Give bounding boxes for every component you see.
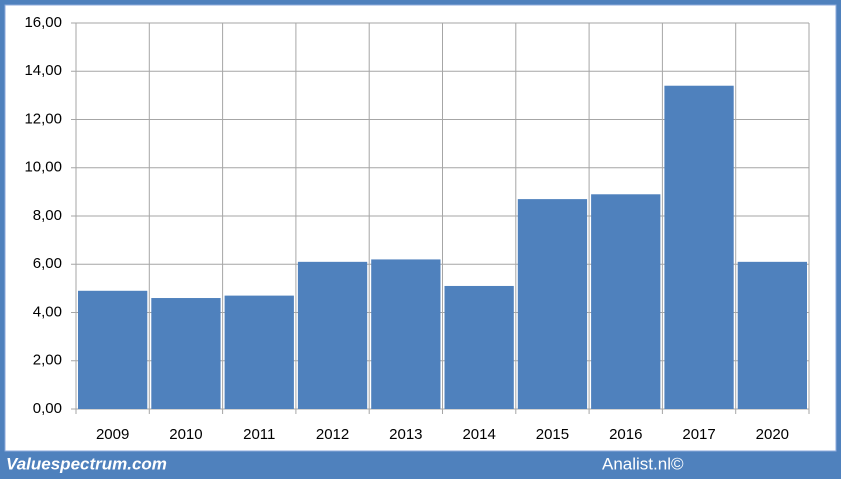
bar <box>371 259 441 409</box>
bar <box>151 298 221 409</box>
x-tick-label: 2013 <box>389 426 422 443</box>
bar <box>664 85 734 409</box>
footer-left: Valuespectrum.com <box>6 454 167 473</box>
x-tick-label: 2016 <box>609 426 642 443</box>
x-tick-label: 2020 <box>756 426 789 443</box>
bar <box>78 290 148 409</box>
y-tick-label: 16,00 <box>24 14 62 31</box>
footer-right: Analist.nl© <box>602 454 684 473</box>
bar <box>737 261 807 409</box>
bar <box>444 285 514 409</box>
bar <box>297 261 368 409</box>
y-tick-label: 4,00 <box>33 303 62 320</box>
y-tick-label: 12,00 <box>24 110 62 127</box>
x-tick-label: 2010 <box>169 426 202 443</box>
bar <box>224 295 294 409</box>
y-tick-label: 8,00 <box>33 207 62 224</box>
y-tick-label: 6,00 <box>33 255 62 272</box>
x-tick-label: 2014 <box>462 426 495 443</box>
x-tick-label: 2015 <box>536 426 569 443</box>
y-tick-label: 2,00 <box>33 352 62 369</box>
bar <box>517 199 588 409</box>
x-tick-label: 2012 <box>316 426 349 443</box>
y-tick-label: 0,00 <box>33 400 62 417</box>
x-tick-label: 2017 <box>682 426 715 443</box>
y-tick-label: 14,00 <box>24 62 62 79</box>
y-tick-label: 10,00 <box>24 159 62 176</box>
bar <box>591 194 661 409</box>
x-tick-label: 2011 <box>243 426 275 443</box>
x-tick-label: 2009 <box>96 426 129 443</box>
